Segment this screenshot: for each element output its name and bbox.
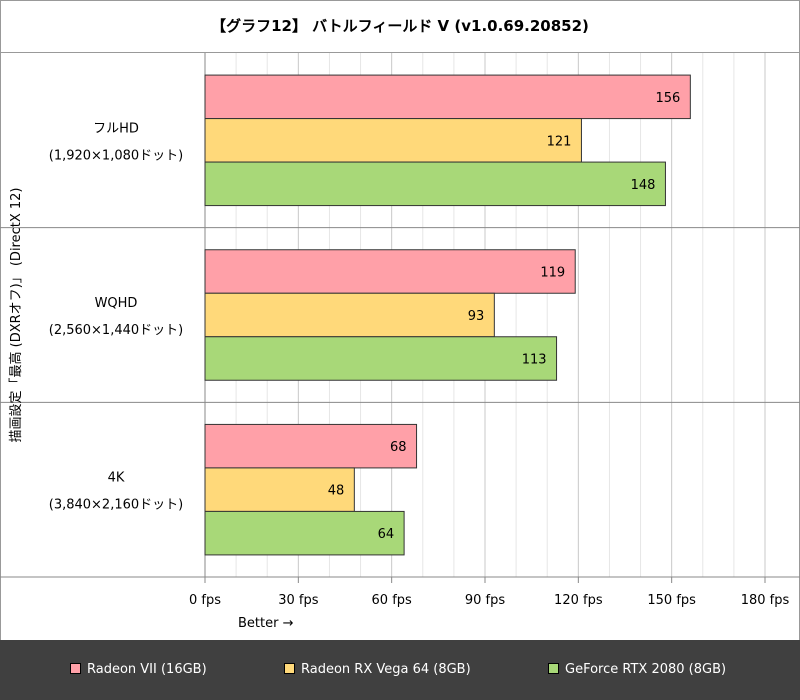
bar-chart: 0 fps 30 fps 60 fps 90 fps 120 fps 150 fps 180… <box>0 53 800 631</box>
bar <box>204 118 582 163</box>
x-axis-title: Better → <box>238 616 294 631</box>
legend-label: GeForce RTX 2080 (8GB) <box>565 662 727 677</box>
x-tick-label: 180 fps <box>741 593 790 608</box>
category-label: 4K <box>108 471 125 486</box>
bar <box>204 161 666 207</box>
bar <box>204 510 405 556</box>
legend-item-geforce-rtx-2080: GeForce RTX 2080 (8GB) <box>548 662 726 678</box>
legend-label: Radeon RX Vega 64 (8GB) <box>301 662 471 677</box>
category-sublabel: (2,560×1,440ドット) <box>49 323 183 338</box>
legend-swatch <box>548 663 559 674</box>
legend-item-radeon-vii: Radeon VII (16GB) <box>70 662 207 678</box>
x-tick-label: 0 fps <box>189 593 221 608</box>
legend-swatch <box>70 663 81 674</box>
legend-item-radeon-rx-vega-64: Radeon RX Vega 64 (8GB) <box>284 662 471 678</box>
x-tick-label: 90 fps <box>465 593 506 608</box>
bar-value-label: 156 <box>656 91 681 106</box>
bar <box>204 292 495 338</box>
x-tick-label: 150 fps <box>647 593 696 608</box>
bar <box>204 74 691 120</box>
x-tick-label: 120 fps <box>554 593 603 608</box>
bar-value-label: 148 <box>631 178 656 193</box>
legend-swatch <box>284 663 295 674</box>
bar-value-label: 48 <box>328 484 345 499</box>
title-divider <box>0 52 800 53</box>
bar <box>204 249 576 294</box>
legend: Radeon VII (16GB) Radeon RX Vega 64 (8GB… <box>0 640 800 700</box>
x-tick-label: 30 fps <box>278 593 319 608</box>
bar-value-label: 121 <box>547 134 572 149</box>
category-label: WQHD <box>95 296 138 311</box>
legend-label: Radeon VII (16GB) <box>87 662 207 677</box>
y-axis-title: 描画設定「最高 (DXRオフ)」 (DirectX 12) <box>8 187 24 442</box>
bar-value-label: 68 <box>390 440 407 455</box>
x-tick-label: 60 fps <box>372 593 413 608</box>
bar-value-label: 64 <box>378 527 395 542</box>
bar-value-label: 113 <box>522 353 547 368</box>
category-sublabel: (1,920×1,080ドット) <box>49 148 183 163</box>
category-sublabel: (3,840×2,160ドット) <box>49 498 183 513</box>
category-label: フルHD <box>93 121 139 136</box>
bar-value-label: 93 <box>468 309 485 324</box>
bar <box>204 336 558 381</box>
bar <box>204 423 418 469</box>
chart-title: 【グラフ12】 バトルフィールド V (v1.0.69.20852) <box>211 17 589 35</box>
bar-value-label: 119 <box>540 266 565 281</box>
